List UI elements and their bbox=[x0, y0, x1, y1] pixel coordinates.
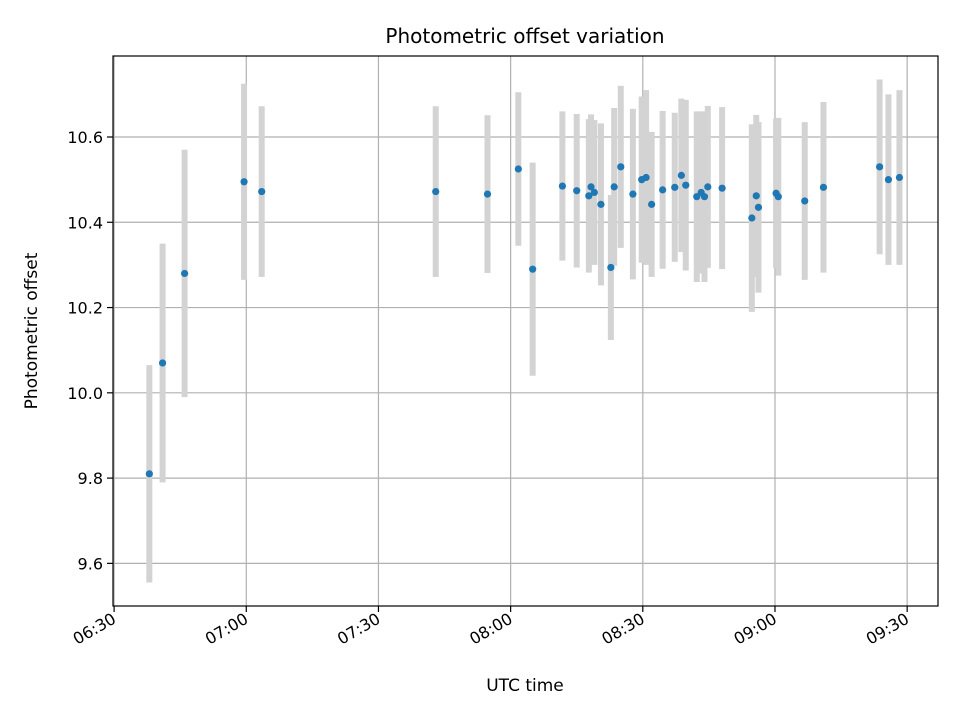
data-point bbox=[801, 197, 809, 205]
y-tick-label: 9.8 bbox=[78, 469, 103, 488]
y-tick-label: 10.6 bbox=[67, 128, 103, 147]
x-tick-label: 08:30 bbox=[598, 609, 647, 649]
data-point bbox=[483, 190, 492, 198]
data-point bbox=[819, 183, 828, 191]
data-point bbox=[558, 182, 566, 190]
data-point bbox=[585, 192, 593, 200]
data-point bbox=[682, 181, 690, 189]
data-point bbox=[700, 193, 709, 201]
data-point bbox=[514, 165, 522, 173]
x-tick-label: 09:30 bbox=[863, 609, 912, 649]
data-point bbox=[180, 269, 189, 278]
axis-ticks bbox=[107, 136, 908, 612]
data-point bbox=[876, 163, 884, 171]
data-point bbox=[754, 203, 763, 211]
data-point bbox=[752, 192, 760, 200]
error-bars bbox=[146, 79, 903, 583]
data-point bbox=[573, 187, 581, 195]
chart-title: Photometric offset variation bbox=[385, 24, 664, 48]
data-point bbox=[529, 265, 537, 273]
data-point bbox=[587, 183, 595, 191]
data-point bbox=[240, 178, 248, 186]
y-axis-label: Photometric offset bbox=[22, 252, 42, 409]
data-point bbox=[884, 176, 893, 184]
x-axis-label: UTC time bbox=[486, 676, 564, 696]
x-tick-label: 07:00 bbox=[202, 609, 251, 649]
y-tick-label: 10.0 bbox=[67, 384, 103, 403]
data-point bbox=[895, 173, 904, 182]
y-tick-label: 9.6 bbox=[78, 554, 103, 573]
y-tick-label: 10.2 bbox=[67, 299, 103, 318]
data-point bbox=[258, 187, 266, 196]
x-tick-label: 07:30 bbox=[334, 609, 383, 649]
data-point bbox=[158, 359, 167, 367]
data-point bbox=[704, 183, 712, 191]
data-point bbox=[610, 183, 618, 191]
x-tick-label: 06:30 bbox=[70, 609, 119, 649]
data-point bbox=[774, 193, 782, 201]
data-point bbox=[432, 187, 440, 196]
data-point bbox=[659, 186, 667, 194]
x-tick-label: 08:00 bbox=[466, 609, 515, 649]
data-point bbox=[642, 173, 650, 182]
data-point bbox=[145, 470, 153, 478]
data-point bbox=[597, 200, 605, 208]
data-points bbox=[145, 163, 904, 478]
data-point bbox=[671, 183, 679, 191]
data-point bbox=[748, 214, 756, 222]
data-point bbox=[677, 171, 685, 179]
data-point bbox=[617, 163, 625, 171]
data-point bbox=[607, 263, 615, 272]
grid bbox=[113, 56, 938, 606]
data-point bbox=[629, 190, 637, 198]
plot-frame bbox=[112, 55, 939, 607]
x-tick-label: 09:00 bbox=[731, 609, 780, 649]
data-point bbox=[648, 200, 656, 208]
y-tick-label: 10.4 bbox=[67, 213, 103, 232]
data-point bbox=[590, 188, 598, 197]
data-point bbox=[718, 184, 726, 192]
